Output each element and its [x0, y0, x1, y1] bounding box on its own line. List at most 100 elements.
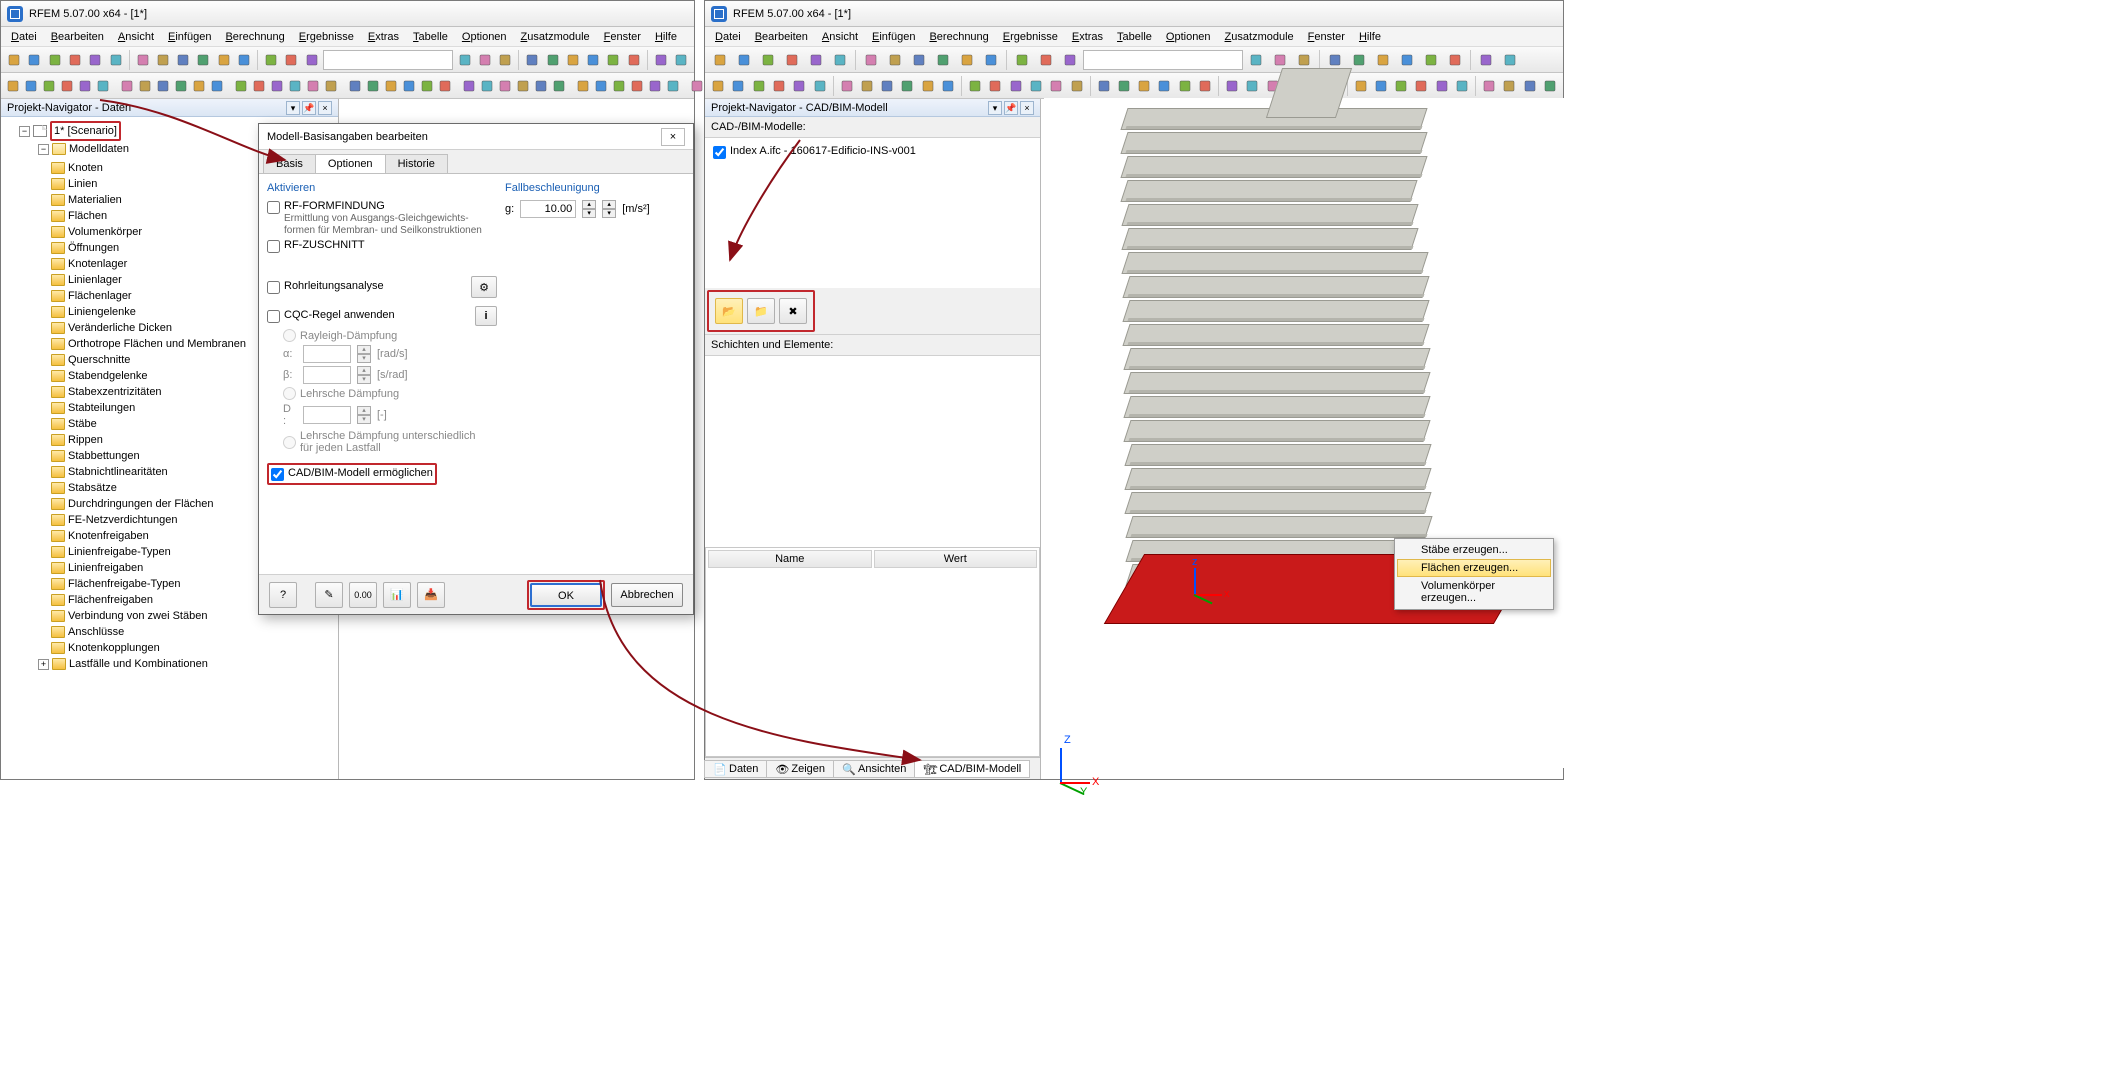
toolbar-button[interactable]	[215, 49, 233, 71]
nav-pin-icon[interactable]: 📌	[302, 101, 316, 115]
g-stepper[interactable]: ▴▾	[602, 200, 616, 218]
right-toolbar-2[interactable]	[705, 73, 1563, 99]
toolbar-button[interactable]	[593, 75, 609, 97]
toolbar-button[interactable]	[1396, 49, 1418, 71]
toolbar-button[interactable]	[476, 49, 494, 71]
menu-datei[interactable]: Datei	[5, 29, 43, 45]
toolbar-button[interactable]	[86, 49, 104, 71]
toolbar-button[interactable]	[805, 49, 827, 71]
ctx-item[interactable]: Stäbe erzeugen...	[1397, 541, 1551, 559]
toolbar-button[interactable]	[77, 75, 93, 97]
cad-model-item[interactable]: Index A.ifc - 160617-Edificio-INS-v001	[713, 145, 1038, 159]
toolbar-button[interactable]	[194, 49, 212, 71]
toolbar-button[interactable]	[1035, 49, 1057, 71]
btab-zeigen[interactable]: 👁Zeigen	[766, 760, 834, 778]
collapse-icon[interactable]: −	[38, 144, 49, 155]
nav-dropdown-icon[interactable]: ▾	[988, 101, 1002, 115]
toolbar-button[interactable]	[1245, 49, 1267, 71]
collapse-icon[interactable]: −	[19, 126, 30, 137]
toolbar-button[interactable]	[956, 49, 978, 71]
toolbar-button[interactable]	[919, 75, 937, 97]
menu-optionen[interactable]: Optionen	[1160, 29, 1217, 45]
toolbar-button[interactable]	[672, 49, 690, 71]
units-button[interactable]: ✎	[315, 582, 343, 608]
toolbar-button[interactable]	[1499, 49, 1521, 71]
toolbar-button[interactable]	[709, 75, 727, 97]
info-button[interactable]: i	[475, 306, 497, 326]
toolbar-button[interactable]	[5, 49, 23, 71]
toolbar-button[interactable]	[496, 49, 514, 71]
menu-berechnung[interactable]: Berechnung	[219, 29, 290, 45]
toolbar-button[interactable]	[155, 75, 171, 97]
toolbar-button[interactable]	[5, 75, 21, 97]
toolbar-button[interactable]	[269, 75, 285, 97]
toolbar-button[interactable]	[781, 49, 803, 71]
toolbar-button[interactable]	[173, 75, 189, 97]
delete-ifc-button[interactable]: ✖	[779, 298, 807, 324]
rad-rayleigh[interactable]: Rayleigh-Dämpfung	[283, 329, 497, 342]
toolbar-button[interactable]	[533, 75, 549, 97]
menu-fenster[interactable]: Fenster	[598, 29, 647, 45]
toolbar-button[interactable]	[629, 75, 645, 97]
expand-icon[interactable]: +	[38, 659, 49, 670]
toolbar-button[interactable]	[1372, 49, 1394, 71]
nav-pin-icon[interactable]: 📌	[1004, 101, 1018, 115]
toolbar-button[interactable]	[543, 49, 561, 71]
toolbar-button[interactable]	[647, 75, 663, 97]
toolbar-button[interactable]	[1412, 75, 1430, 97]
menu-ergebnisse[interactable]: Ergebnisse	[293, 29, 360, 45]
menu-ansicht[interactable]: Ansicht	[816, 29, 864, 45]
toolbar-button[interactable]	[898, 75, 916, 97]
menu-bearbeiten[interactable]: Bearbeiten	[45, 29, 110, 45]
chk-formfinding[interactable]: RF-FORMFINDUNGErmittlung von Ausgangs-Gl…	[267, 200, 497, 236]
tab-historie[interactable]: Historie	[385, 154, 448, 173]
nav-close-icon[interactable]: ×	[318, 101, 332, 115]
toolbar-button[interactable]	[323, 75, 339, 97]
nav-bottom-tabs[interactable]: 📄Daten👁Zeigen🔍Ansichten🏗CAD/BIM-Modell	[705, 757, 1040, 779]
toolbar-button[interactable]	[757, 49, 779, 71]
toolbar-button[interactable]	[1196, 75, 1214, 97]
toolbar-button[interactable]	[860, 49, 882, 71]
toolbar-button[interactable]	[1243, 75, 1261, 97]
toolbar-button[interactable]	[1115, 75, 1133, 97]
toolbar-combo[interactable]	[1083, 50, 1243, 70]
toolbar-button[interactable]	[59, 75, 75, 97]
toolbar-button[interactable]	[1453, 75, 1471, 97]
menu-zusatzmodule[interactable]: Zusatzmodule	[515, 29, 596, 45]
tab-optionen[interactable]: Optionen	[315, 154, 386, 173]
toolbar-button[interactable]	[939, 75, 957, 97]
toolbar-button[interactable]	[729, 75, 747, 97]
toolbar-button[interactable]	[1011, 49, 1033, 71]
toolbar-button[interactable]	[829, 49, 851, 71]
menu-optionen[interactable]: Optionen	[456, 29, 513, 45]
toolbar-button[interactable]	[41, 75, 57, 97]
chk-rohr[interactable]: Rohrleitungsanalyse	[267, 280, 471, 294]
toolbar-button[interactable]	[604, 49, 622, 71]
toolbar-button[interactable]	[575, 75, 591, 97]
chk-cadbim[interactable]: CAD/BIM-Modell ermöglichen	[271, 467, 433, 481]
toolbar-button[interactable]	[251, 75, 267, 97]
toolbar-button[interactable]	[652, 49, 670, 71]
toolbar-button[interactable]	[119, 75, 135, 97]
toolbar-button[interactable]	[1392, 75, 1410, 97]
toolbar-button[interactable]	[46, 49, 64, 71]
toolbar-button[interactable]	[305, 75, 321, 97]
toolbar-button[interactable]	[233, 75, 249, 97]
toolbar-button[interactable]	[1059, 49, 1081, 71]
toolbar-button[interactable]	[908, 49, 930, 71]
toolbar-button[interactable]	[1521, 75, 1539, 97]
calc-button[interactable]: 0.00	[349, 582, 377, 608]
toolbar-button[interactable]	[1433, 75, 1451, 97]
toolbar-button[interactable]	[461, 75, 477, 97]
rad-lehr[interactable]: Lehrsche Dämpfung	[283, 387, 497, 400]
properties-table[interactable]: NameWert	[705, 547, 1040, 757]
toolbar-button[interactable]	[551, 75, 567, 97]
menu-zusatzmodule[interactable]: Zusatzmodule	[1219, 29, 1300, 45]
right-toolbar-1[interactable]	[705, 47, 1563, 73]
menu-ergebnisse[interactable]: Ergebnisse	[997, 29, 1064, 45]
toolbar-button[interactable]	[497, 75, 513, 97]
menu-extras[interactable]: Extras	[362, 29, 405, 45]
toolbar-button[interactable]	[262, 49, 280, 71]
nav-dropdown-icon[interactable]: ▾	[286, 101, 300, 115]
toolbar-button[interactable]	[1420, 49, 1442, 71]
